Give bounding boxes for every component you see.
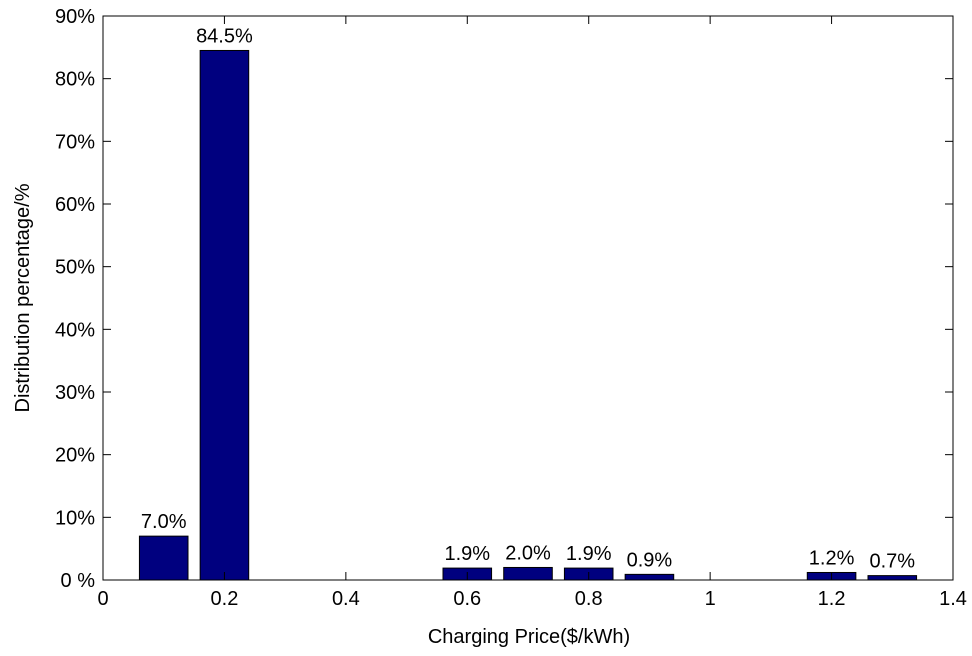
- y-tick-label-7: 70%: [55, 131, 95, 153]
- y-tick-labels: 0 % 10% 20% 30% 40% 50% 60% 70% 80% 90%: [55, 6, 95, 592]
- y-tick-label-1: 10%: [55, 507, 95, 529]
- x-tick-label-4: 0.8: [575, 588, 603, 610]
- data-labels: 7.0% 84.5% 1.9% 2.0% 1.9% 0.9% 1.2% 0.7%: [141, 25, 915, 572]
- x-tick-labels: 0 0.2 0.4 0.6 0.8 1 1.2 1.4: [97, 588, 966, 610]
- y-tick-label-2: 20%: [55, 445, 95, 467]
- x-tick-label-1: 0.2: [211, 588, 239, 610]
- bar-value-label-6: 1.2%: [809, 547, 855, 569]
- y-tick-label-6: 60%: [55, 194, 95, 216]
- y-tick-label-0: 0 %: [61, 570, 96, 592]
- x-tick-label-7: 1.4: [939, 588, 967, 610]
- y-tick-label-3: 30%: [55, 382, 95, 404]
- x-tick-label-3: 0.6: [453, 588, 481, 610]
- bar-value-label-4: 1.9%: [566, 543, 612, 565]
- bar-3: [503, 566, 553, 581]
- x-tick-label-0: 0: [97, 588, 108, 610]
- bar-value-label-7: 0.7%: [869, 551, 915, 573]
- bar-value-label-2: 1.9%: [444, 543, 490, 565]
- bar-1: [199, 49, 250, 581]
- bar-value-label-0: 7.0%: [141, 511, 187, 533]
- bar-0: [138, 535, 189, 581]
- x-tick-label-2: 0.4: [332, 588, 360, 610]
- bar-value-label-5: 0.9%: [627, 549, 673, 571]
- plot-frame: [102, 15, 954, 581]
- y-tick-label-4: 40%: [55, 319, 95, 341]
- bar-5: [624, 573, 675, 581]
- bar-7: [867, 575, 918, 581]
- y-axis-title: Distribution percentage/%: [12, 183, 34, 412]
- y-tick-label-8: 80%: [55, 69, 95, 91]
- y-tick-label-9: 90%: [55, 6, 95, 28]
- x-axis-title: Charging Price($/kWh): [428, 626, 630, 648]
- bar-value-label-3: 2.0%: [505, 542, 551, 564]
- y-tick-label-5: 50%: [55, 257, 95, 279]
- bar-value-label-1: 84.5%: [196, 25, 253, 47]
- x-tick-label-6: 1.2: [818, 588, 846, 610]
- x-tick-label-5: 1: [705, 588, 716, 610]
